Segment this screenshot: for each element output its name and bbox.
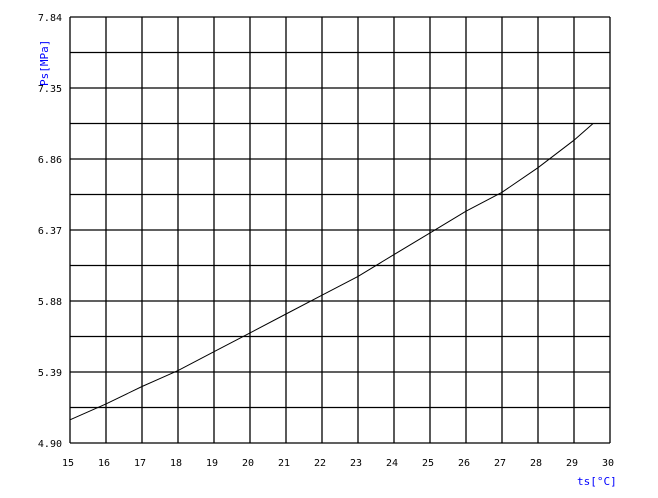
x-tick-label: 21	[278, 458, 290, 469]
x-axis-label: ts[°C]	[577, 475, 617, 488]
grid	[69, 16, 611, 444]
y-tick-label: 4.90	[38, 439, 62, 450]
x-tick-label: 16	[98, 458, 110, 469]
x-tick-label: 18	[170, 458, 182, 469]
x-tick-label: 25	[422, 458, 434, 469]
x-tick-label: 23	[350, 458, 362, 469]
y-tick-label: 7.35	[38, 84, 62, 95]
y-tick-label: 6.37	[38, 226, 62, 237]
x-tick-label: 24	[386, 458, 398, 469]
x-tick-label: 27	[494, 458, 506, 469]
x-tick-label: 29	[566, 458, 578, 469]
y-tick-label: 5.88	[38, 297, 62, 308]
x-tick-label: 26	[458, 458, 470, 469]
y-tick-label: 6.86	[38, 155, 62, 166]
x-axis-ticks: 15 16 17 18 19 20 21 22 23 24 25 26 27 28 29 30	[62, 458, 614, 469]
x-tick-label: 28	[530, 458, 542, 469]
x-tick-label: 22	[314, 458, 326, 469]
x-tick-label: 20	[242, 458, 254, 469]
x-tick-label: 19	[206, 458, 218, 469]
x-tick-label: 15	[62, 458, 74, 469]
y-tick-label: 7.84	[38, 13, 62, 24]
series-line	[69, 123, 594, 421]
x-tick-label: 30	[602, 458, 614, 469]
y-axis-ticks: 4.90 5.39 5.88 6.37 6.86 7.35 7.84	[38, 13, 62, 450]
x-tick-label: 17	[134, 458, 146, 469]
y-tick-label: 5.39	[38, 368, 62, 379]
y-axis-label: Ps[MPa]	[38, 40, 51, 86]
